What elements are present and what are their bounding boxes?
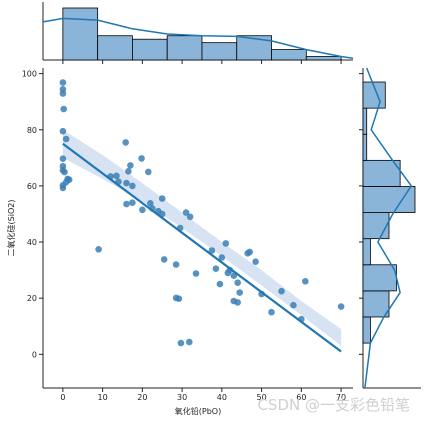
y-axis-label: 二氧化硅(SiO2) (6, 200, 16, 257)
right-hist-bar (362, 107, 368, 135)
data-point (192, 270, 200, 277)
data-point (186, 338, 193, 346)
data-point (216, 280, 224, 288)
data-point (62, 135, 70, 143)
data-point (59, 127, 67, 135)
data-point (246, 248, 253, 256)
data-point (175, 295, 183, 303)
data-point (236, 289, 243, 296)
top-hist-bar (166, 35, 203, 61)
right-hist-bar (362, 264, 397, 292)
x-tick-label: 10 (98, 393, 108, 402)
data-point (158, 195, 166, 202)
data-point (290, 301, 297, 309)
data-point (65, 176, 73, 183)
data-point (177, 339, 185, 347)
data-point (123, 200, 130, 208)
y-tick-label: 0 (32, 350, 37, 359)
scatter-points (59, 79, 345, 347)
regression-ci-band-group (62, 129, 342, 346)
data-point (113, 172, 120, 180)
data-point (138, 155, 145, 162)
data-point (234, 279, 241, 287)
regression-ci-band (62, 129, 342, 346)
data-point (218, 254, 226, 261)
data-point (59, 90, 67, 97)
right-hist-bar (362, 133, 368, 161)
top-hist-bar (305, 56, 342, 61)
right-hist-bar (362, 238, 371, 266)
data-point (222, 240, 230, 247)
top-hist-bar (62, 7, 99, 61)
top-kde-curve (42, 17, 354, 60)
data-point (302, 278, 309, 285)
data-point (145, 168, 152, 176)
data-point (61, 168, 68, 176)
y-tick-label: 20 (27, 294, 37, 303)
data-point (125, 168, 132, 175)
data-point (122, 139, 129, 146)
y-tick-label: 40 (27, 238, 37, 247)
regression-line-group (62, 142, 342, 353)
top-hist-bar (132, 38, 168, 61)
x-tick-label: 70 (336, 393, 346, 402)
data-point (252, 258, 259, 266)
x-tick-label: 30 (177, 393, 187, 402)
data-point (127, 162, 134, 169)
watermark-text: CSDN @一支彩色铅笔 (257, 396, 410, 414)
data-point (129, 182, 136, 190)
top-hist-bar (236, 35, 272, 61)
data-point (337, 303, 345, 310)
data-point (208, 247, 216, 254)
x-tick-label: 50 (256, 393, 266, 402)
right-hist-bar (362, 159, 401, 187)
data-point (123, 179, 130, 187)
data-point (172, 261, 180, 268)
data-point (95, 246, 102, 253)
data-point (212, 265, 220, 273)
data-point (186, 213, 194, 221)
data-point (129, 199, 136, 206)
data-point (147, 200, 154, 207)
data-point (59, 184, 67, 192)
right-hist-bar (362, 290, 390, 318)
right-hist-bar (362, 186, 416, 213)
x-tick-label: 20 (137, 393, 147, 402)
right-hist-bar (362, 212, 390, 240)
top-hist-bar (201, 42, 238, 61)
y-tick-label: 80 (27, 126, 37, 135)
x-tick-label: 60 (296, 393, 306, 402)
x-tick-label: 40 (217, 393, 227, 402)
y-tick-label: 100 (22, 70, 37, 79)
x-axis-label: 氧化铅(PbO) (175, 406, 221, 416)
data-point (160, 256, 168, 263)
right-marginal-histogram (359, 67, 421, 389)
data-point (234, 299, 241, 306)
data-point (230, 272, 238, 280)
right-kde-curve (364, 67, 413, 389)
y-tick-label: 60 (27, 182, 37, 191)
data-point (278, 287, 285, 295)
top-hist-bar (97, 35, 133, 61)
right-hist-bar (362, 316, 371, 344)
data-point (268, 308, 275, 316)
data-point (139, 206, 146, 214)
x-tick-label: 0 (60, 393, 65, 402)
data-point (59, 155, 67, 162)
data-point (59, 79, 67, 86)
data-point (60, 105, 67, 113)
top-hist-bar (271, 49, 307, 61)
regression-line (62, 142, 342, 353)
data-point (182, 209, 190, 216)
top-marginal-histogram (42, 2, 354, 64)
joint-axes: 0 10 20 30 40 50 60 70 0 20 40 60 80 100 (22, 68, 353, 402)
